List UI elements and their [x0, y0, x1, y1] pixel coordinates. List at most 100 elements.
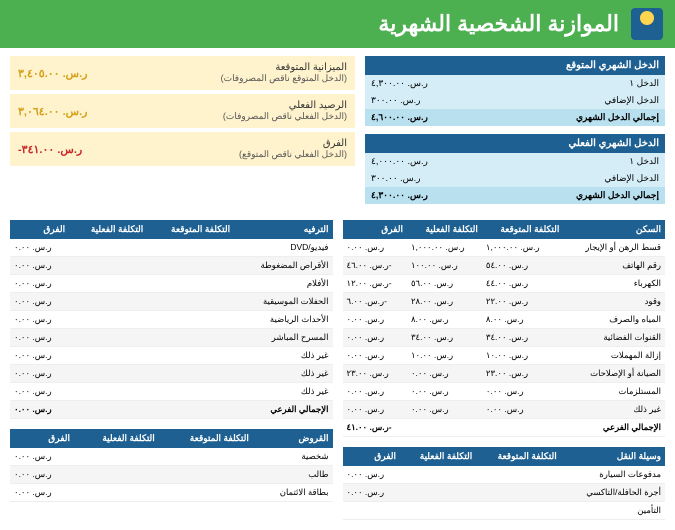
row-label: بطاقة الائتمان: [253, 484, 333, 502]
right-tables-column: السكن التكلفة المتوقعة التكلفة الفعلية ا…: [343, 220, 666, 530]
cell-expected: ر.س. ١,٠٠٠.٠٠: [482, 239, 563, 257]
cell-actual: ر.س. ٠.٠٠: [407, 383, 482, 401]
cell-diff: ر.س. ٠.٠٠: [343, 466, 401, 484]
balance-value: ر.س. ٣,٠٦٤.٠٠: [18, 105, 87, 118]
table-row: فيديو/DVD ر.س. ٠.٠٠: [10, 239, 333, 257]
table-row: مدفوعات السيارة ر.س. ٠.٠٠: [343, 466, 666, 484]
row-label: أجرة الحافلة/التاكسي: [561, 484, 665, 502]
col-header: التكلفة الفعلية: [400, 447, 476, 466]
row-label: وقود: [563, 293, 665, 311]
cell-diff: ر.س. ٠.٠٠: [10, 329, 69, 347]
table-row: الأفلام ر.س. ٠.٠٠: [10, 275, 333, 293]
cell-diff: ر.س. ٦.٠٠-: [343, 293, 407, 311]
subtotal-row: الإجمالي الفرعي ر.س. ٤١.٠٠-: [343, 419, 666, 437]
left-tables-column: الترفيه التكلفة المتوقعة التكلفة الفعلية…: [10, 220, 333, 530]
col-header: التكلفة المتوقعة: [482, 220, 563, 239]
cell-expected: [476, 484, 561, 502]
income-value: ر.س. ٣٠٠.٠٠: [371, 173, 421, 184]
col-header: التكلفة المتوقعة: [476, 447, 561, 466]
cell-expected: [147, 239, 234, 257]
cell-actual: ر.س. ٣٤.٠٠: [407, 329, 482, 347]
expected-income-header: الدخل الشهري المتوقع: [365, 56, 665, 75]
cell-actual: [69, 293, 147, 311]
table-row: قسط الرهن أو الإيجار ر.س. ١,٠٠٠.٠٠ ر.س. …: [343, 239, 666, 257]
cell-diff: ر.س. ٠.٠٠: [10, 239, 69, 257]
page-header: الموازنة الشخصية الشهرية: [0, 0, 675, 48]
cell-diff: ر.س. ٤٦.٠٠-: [343, 257, 407, 275]
cell-diff: ر.س. ٢٣.٠٠: [343, 365, 407, 383]
cell-actual: ر.س. ٠.٠٠: [407, 401, 482, 419]
income-label: الدخل الإضافي: [604, 173, 659, 184]
cell-actual: ر.س. ٨.٠٠: [407, 311, 482, 329]
actual-income-header: الدخل الشهري الفعلي: [365, 134, 665, 153]
cell-expected: [159, 466, 253, 484]
balance-box: الميزانية المتوقعة(الدخل المتوقع ناقص ال…: [10, 56, 355, 90]
cell-diff: [343, 502, 401, 520]
expected-income-box: الدخل الشهري المتوقع الدخل ١ ر.س. ٤,٣٠٠.…: [365, 56, 665, 126]
cell-expected: [476, 502, 561, 520]
cell-expected: [147, 275, 234, 293]
row-label: الحفلات الموسيقية: [234, 293, 332, 311]
cell-expected: [147, 383, 234, 401]
col-header: الفرق: [10, 429, 74, 448]
table-row: الصيانة أو الإصلاحات ر.س. ٢٣.٠٠ ر.س. ٠.٠…: [343, 365, 666, 383]
table-row: الأقراص المضغوطة ر.س. ٠.٠٠: [10, 257, 333, 275]
cell-diff: ر.س. ٠.٠٠: [10, 365, 69, 383]
row-label: الأفلام: [234, 275, 332, 293]
income-label: الدخل ١: [629, 78, 659, 89]
row-label: المسرح المباشر: [234, 329, 332, 347]
income-label: الدخل ١: [629, 156, 659, 167]
col-header: التكلفة الفعلية: [74, 429, 159, 448]
income-total-row: إجمالي الدخل الشهري ر.س. ٤,٦٠٠.٠٠: [365, 109, 665, 126]
table-row: غير ذلك ر.س. ٠.٠٠: [10, 383, 333, 401]
table-row: أجرة الحافلة/التاكسي ر.س. ٠.٠٠: [343, 484, 666, 502]
page-title: الموازنة الشخصية الشهرية: [378, 11, 619, 37]
cell-diff: ر.س. ٠.٠٠: [10, 275, 69, 293]
income-total-row: إجمالي الدخل الشهري ر.س. ٤,٣٠٠.٠٠: [365, 187, 665, 204]
cell-expected: ر.س. ٠.٠٠: [482, 401, 563, 419]
table-row: التأمين: [343, 502, 666, 520]
cell-actual: [400, 466, 476, 484]
cell-actual: ر.س. ٠.٠٠: [407, 365, 482, 383]
subtotal-label: الإجمالي الفرعي: [563, 419, 665, 437]
table-row: الحفلات الموسيقية ر.س. ٠.٠٠: [10, 293, 333, 311]
income-row: الدخل ١ ر.س. ٤,٠٠٠.٠٠: [365, 153, 665, 170]
cell-actual: [69, 311, 147, 329]
cell-expected: ر.س. ٥٤.٠٠: [482, 257, 563, 275]
table-row: الكهرباء ر.س. ٤٤.٠٠ ر.س. ٥٦.٠٠ ر.س. ١٢.٠…: [343, 275, 666, 293]
cell-actual: [69, 257, 147, 275]
cell-expected: ر.س. ٠.٠٠: [482, 383, 563, 401]
col-header: التكلفة المتوقعة: [147, 220, 234, 239]
income-total-value: ر.س. ٤,٣٠٠.٠٠: [371, 190, 428, 201]
income-total-value: ر.س. ٤,٦٠٠.٠٠: [371, 112, 428, 123]
table-row: شخصية ر.س. ٠.٠٠: [10, 448, 333, 466]
cell-actual: ر.س. ٥٦.٠٠: [407, 275, 482, 293]
cell-actual: [69, 275, 147, 293]
cell-expected: [159, 448, 253, 466]
expense-table: القروض التكلفة المتوقعة التكلفة الفعلية …: [10, 429, 333, 502]
balances-container: الميزانية المتوقعة(الدخل المتوقع ناقص ال…: [10, 56, 355, 212]
actual-income-box: الدخل الشهري الفعلي الدخل ١ ر.س. ٤,٠٠٠.٠…: [365, 134, 665, 204]
table-row: غير ذلك ر.س. ٠.٠٠: [10, 347, 333, 365]
row-label: قسط الرهن أو الإيجار: [563, 239, 665, 257]
table-row: غير ذلك ر.س. ٠.٠٠: [10, 365, 333, 383]
expense-table: وسيلة النقل التكلفة المتوقعة التكلفة الف…: [343, 447, 666, 520]
cell-expected: ر.س. ١٠.٠٠: [482, 347, 563, 365]
cell-diff: ر.س. ٠.٠٠: [343, 311, 407, 329]
table-row: غير ذلك ر.س. ٠.٠٠ ر.س. ٠.٠٠ ر.س. ٠.٠٠: [343, 401, 666, 419]
income-total-label: إجمالي الدخل الشهري: [576, 112, 659, 123]
cell-diff: ر.س. ٠.٠٠: [343, 383, 407, 401]
cell-diff: ر.س. ٠.٠٠: [343, 347, 407, 365]
cell-diff: ر.س. ٠.٠٠: [343, 401, 407, 419]
income-label: الدخل الإضافي: [604, 95, 659, 106]
cell-actual: [69, 347, 147, 365]
income-row: الدخل ١ ر.س. ٤,٣٠٠.٠٠: [365, 75, 665, 92]
subtotal-value: ر.س. ٠.٠٠: [10, 401, 69, 419]
col-header: الفرق: [343, 447, 401, 466]
income-row: الدخل الإضافي ر.س. ٣٠٠.٠٠: [365, 170, 665, 187]
balance-label: الفرق(الدخل الفعلي ناقص المتوقع): [82, 138, 347, 160]
row-label: المستلزمات: [563, 383, 665, 401]
col-header: التكلفة المتوقعة: [159, 429, 253, 448]
cell-diff: ر.س. ٠.٠٠: [10, 466, 74, 484]
table-row: رقم الهاتف ر.س. ٥٤.٠٠ ر.س. ١٠٠.٠٠ ر.س. ٤…: [343, 257, 666, 275]
